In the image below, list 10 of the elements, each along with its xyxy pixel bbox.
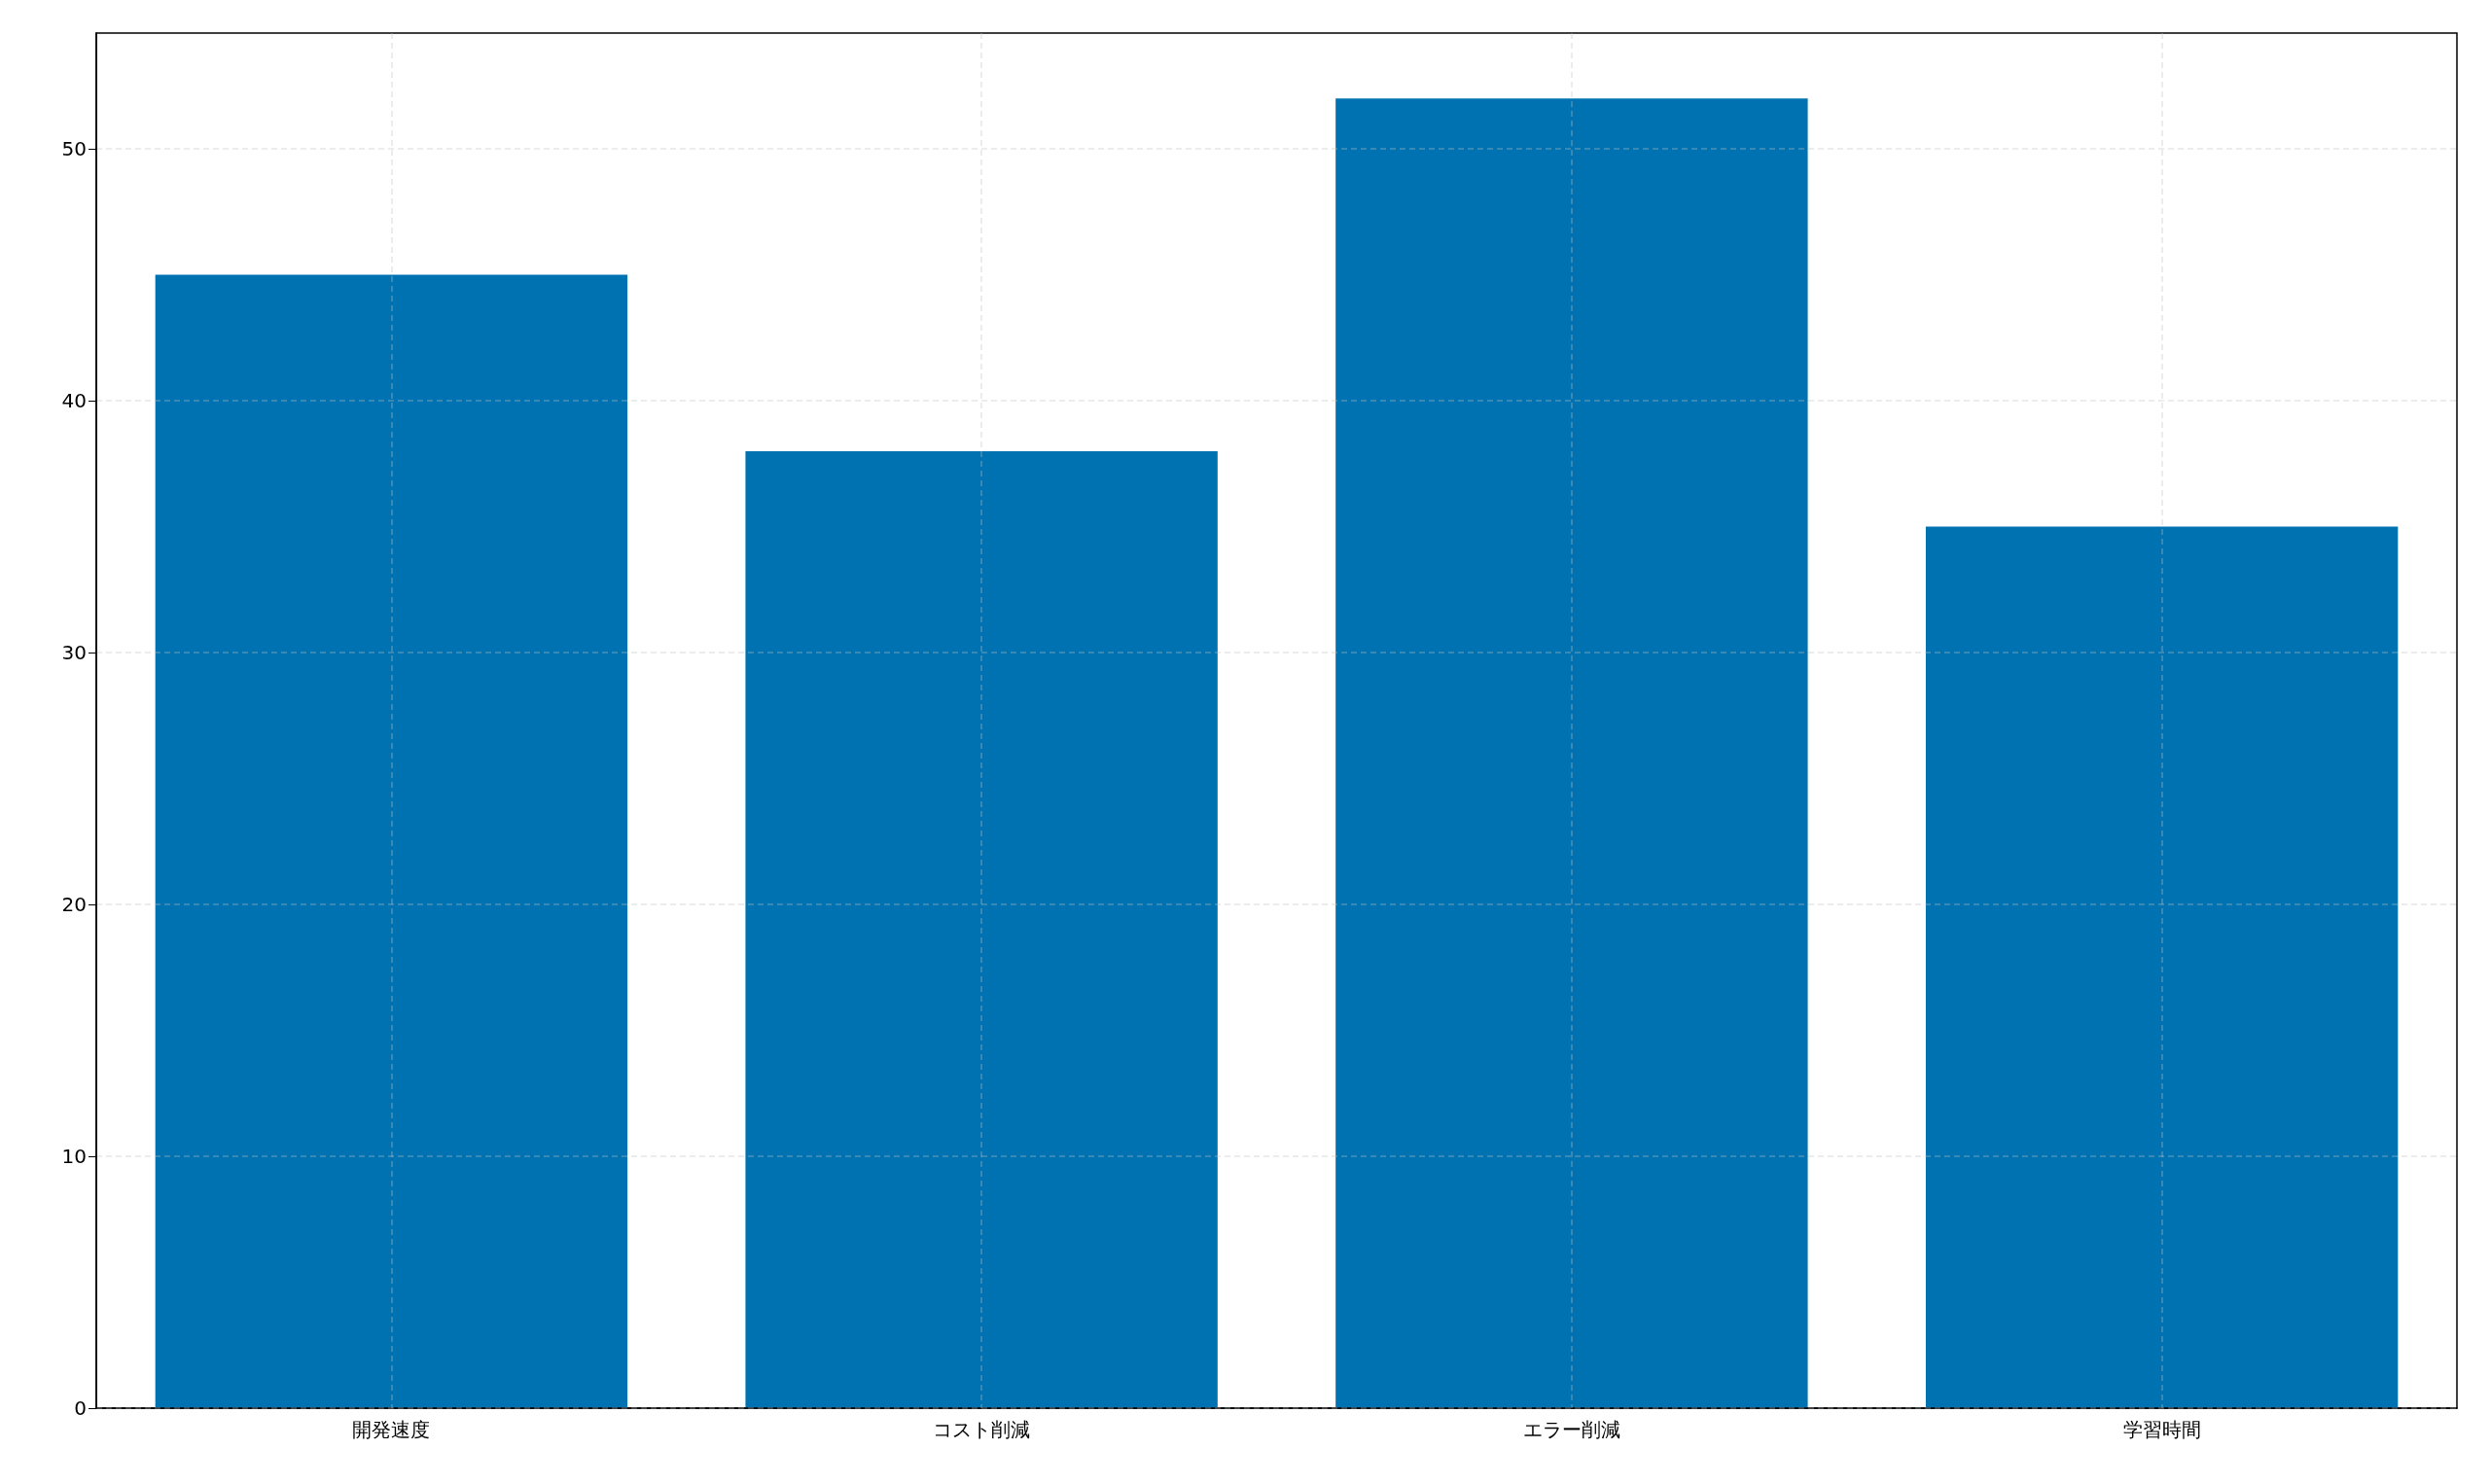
x-tick-label: 学習時間 [2122, 1418, 2201, 1441]
y-tick-label: 20 [61, 893, 87, 917]
x-tick-label: エラー削減 [1522, 1418, 1620, 1441]
y-tick-label: 50 [61, 137, 87, 161]
x-tick-label: コスト削減 [933, 1418, 1031, 1441]
y-tick-label: 40 [61, 389, 87, 413]
x-tick-label: 開発速度 [352, 1418, 431, 1441]
y-tick-label: 0 [74, 1396, 87, 1420]
y-tick-label: 30 [61, 641, 87, 665]
y-tick-label: 10 [61, 1145, 87, 1169]
